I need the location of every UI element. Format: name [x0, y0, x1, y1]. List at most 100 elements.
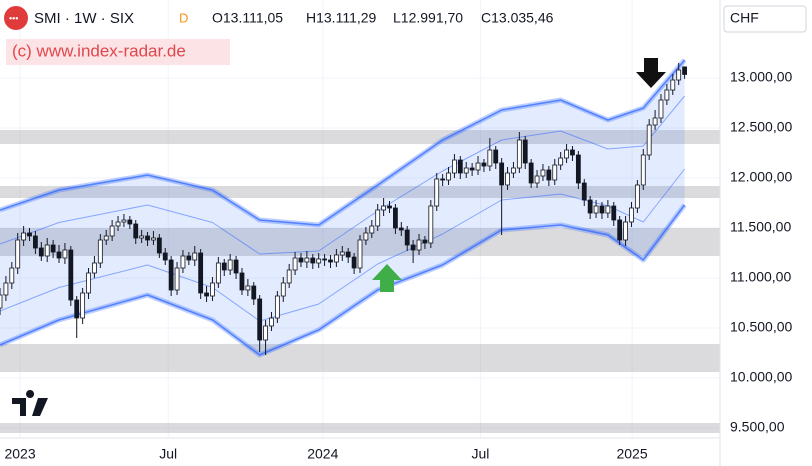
candle-body: [505, 172, 510, 186]
candle-body: [534, 175, 540, 184]
candle-body: [499, 162, 505, 186]
candle-body: [363, 232, 369, 241]
y-tick-label: 11.000,00: [730, 269, 791, 285]
x-tick-label: Jul: [471, 446, 489, 462]
candle-body: [204, 292, 209, 297]
currency-box: [723, 5, 807, 33]
candle-body: [387, 205, 392, 209]
candle-body: [375, 209, 381, 227]
candle-body: [269, 317, 274, 327]
candle-body: [92, 262, 97, 274]
candle-body: [670, 79, 676, 91]
candle-body: [62, 249, 68, 259]
candle-body: [316, 258, 322, 264]
candle-body: [9, 267, 15, 284]
candle-body: [404, 229, 410, 246]
candle-body: [410, 244, 416, 251]
candle-body: [74, 299, 80, 319]
x-tick-label: 2024: [307, 446, 338, 462]
candle-body: [251, 285, 257, 300]
candle-body: [452, 159, 457, 174]
candle-body: [286, 269, 292, 284]
candle-body: [351, 256, 357, 269]
candle-body: [522, 139, 528, 164]
plot-area: [0, 0, 720, 438]
candle-body: [369, 225, 375, 234]
candle-body: [540, 169, 546, 177]
x-tick-label: 2025: [616, 446, 647, 462]
candle-body: [634, 184, 640, 209]
candle-body: [481, 162, 487, 167]
candle-body: [434, 178, 440, 207]
candle-body: [27, 232, 32, 237]
candle-body: [139, 235, 145, 239]
candle-body: [56, 251, 62, 259]
candle-body: [186, 255, 192, 261]
ohlc-low: L12.991,70: [393, 10, 463, 26]
candle-body: [422, 239, 428, 244]
candle-body: [463, 167, 469, 174]
candle-body: [440, 178, 446, 181]
candle-body: [617, 219, 623, 241]
candle-body: [239, 272, 245, 291]
candle-body: [80, 292, 86, 319]
candle-body: [623, 221, 628, 241]
ohlc-high: H13.111,29: [306, 10, 377, 26]
candle-body: [180, 255, 186, 269]
candle-body: [570, 149, 575, 156]
candle-body: [416, 239, 422, 251]
candle-body: [558, 157, 564, 166]
zone: [0, 130, 720, 144]
y-tick-label: 9.500,00: [730, 419, 785, 435]
candle-body: [109, 225, 115, 237]
candle-body: [552, 164, 558, 181]
y-tick-label: 12.500,00: [730, 119, 792, 135]
candle-body: [333, 254, 339, 263]
currency: CHF: [730, 10, 759, 26]
candle-body: [564, 149, 569, 159]
candle-body: [86, 272, 91, 294]
candle-body: [393, 207, 398, 229]
candle-body: [487, 149, 493, 167]
candle-body: [274, 295, 280, 319]
header: ••• SMI · 1W · SIX D O13.111,05 H13.111,…: [4, 6, 554, 30]
candle-body: [97, 239, 103, 264]
candle-body: [245, 285, 251, 291]
icon-glyph: •••: [9, 13, 18, 23]
symbol: SMI · 1W · SIX: [34, 10, 134, 27]
candle-body: [145, 235, 150, 241]
up-arrow: [372, 264, 402, 292]
candle-body: [68, 249, 74, 301]
candle-body: [652, 117, 658, 126]
badge: D: [179, 10, 188, 25]
candle-body: [133, 223, 139, 239]
candle-body: [493, 149, 499, 164]
candle-body: [593, 205, 599, 214]
candle-body: [257, 298, 263, 341]
candle-body: [511, 167, 516, 174]
zone: [0, 423, 720, 433]
candle-body: [263, 325, 268, 341]
candle-body: [599, 205, 605, 214]
candle-body: [398, 227, 404, 231]
zone: [0, 186, 720, 198]
candle-body: [322, 258, 327, 261]
candle-body: [21, 232, 27, 241]
watermark-box: [6, 39, 230, 65]
candle-body: [233, 259, 239, 274]
band-line: [0, 204, 686, 356]
candle-body: [446, 172, 451, 181]
candle-body: [682, 66, 687, 75]
y-tick-label: 12.000,00: [730, 169, 792, 185]
candle-body: [528, 162, 534, 184]
candle-body: [115, 221, 121, 227]
symbol-icon: [4, 6, 28, 30]
candle-body: [646, 124, 652, 156]
candle-body: [38, 247, 44, 257]
candle-body: [292, 257, 298, 271]
candle-body: [629, 207, 634, 223]
candle-body: [156, 237, 162, 254]
watermark: (c) www.index-radar.de: [12, 41, 186, 60]
candle-body: [581, 182, 587, 201]
